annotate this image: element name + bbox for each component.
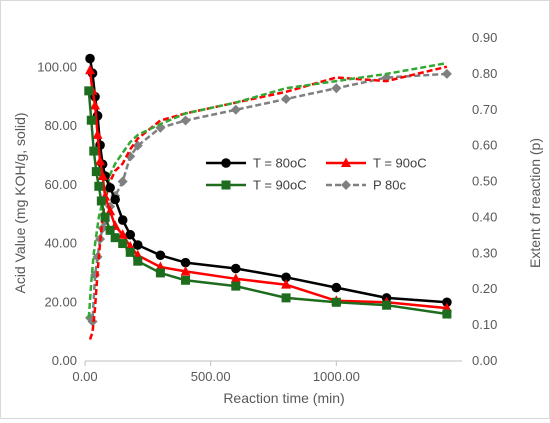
data-point: [96, 196, 106, 206]
data-point: [132, 140, 143, 151]
data-point: [110, 194, 120, 205]
data-point: [105, 182, 115, 193]
y2-tick-label: 0.90: [472, 30, 497, 45]
x-tick-label: 1000.00: [313, 369, 360, 384]
legend-swatch-marker: [341, 157, 351, 167]
y-tick-label: 20.00: [44, 294, 77, 309]
legend-swatch-marker: [221, 180, 231, 190]
data-point: [231, 281, 241, 291]
y-tick-label: 0.00: [52, 353, 77, 368]
x-axis-title: Reaction time (min): [223, 390, 344, 406]
data-point: [180, 257, 191, 268]
legend-label: T = 90oC: [253, 178, 307, 193]
data-point: [441, 68, 452, 79]
y2-tick-label: 0.20: [472, 281, 497, 296]
data-point: [155, 250, 166, 261]
data-point: [331, 282, 342, 293]
y2-tick-label: 0.60: [472, 138, 497, 153]
y2-tick-label: 0.30: [472, 245, 497, 260]
data-point: [331, 297, 341, 307]
data-point: [91, 167, 101, 177]
y-axis-title: Acid Value (mg KOH/g, solid): [12, 112, 28, 293]
data-point: [281, 272, 291, 283]
data-point: [442, 297, 452, 308]
data-point: [92, 129, 103, 139]
legend-item: T = 90oC: [206, 178, 307, 193]
data-point: [125, 151, 136, 162]
data-point: [85, 53, 95, 64]
y-tick-label: 100.00: [37, 59, 77, 74]
series-3: [85, 68, 452, 327]
series-line: [87, 61, 448, 318]
y2-tick-label: 0.50: [472, 174, 497, 189]
x-tick-label: 500.00: [191, 369, 231, 384]
y2-tick-label: 0.00: [472, 353, 497, 368]
legend-item: T = 90oC: [326, 156, 427, 171]
data-point: [230, 273, 241, 283]
data-point: [118, 239, 128, 249]
data-point: [89, 146, 99, 156]
data-point: [90, 100, 101, 110]
data-point: [117, 215, 128, 225]
data-point: [230, 104, 241, 115]
legend-label: T = 90oC: [373, 156, 427, 171]
y-tick-label: 80.00: [44, 118, 77, 133]
data-point: [125, 229, 136, 240]
data-point: [97, 170, 108, 181]
data-point: [100, 212, 110, 222]
y-tick-label: 40.00: [44, 236, 77, 251]
data-point: [442, 309, 452, 319]
legend-item: P 80c: [326, 178, 407, 193]
data-point: [95, 155, 106, 166]
x-tick-label: 0.00: [72, 369, 97, 384]
axes-layer: 0.00 500.00 1000.00 0.00 20.00 40.00 60.00 80.0…: [37, 30, 497, 384]
legend-label: P 80c: [373, 178, 407, 193]
series-line: [88, 65, 448, 340]
series-2: [84, 86, 452, 319]
series-5: [87, 61, 448, 318]
series-layer: [84, 53, 452, 340]
y2-axis-title: Extent of reaction (p): [527, 138, 543, 268]
legend-label: T = 80oC: [253, 156, 307, 171]
data-point: [94, 181, 104, 191]
data-point: [117, 229, 128, 239]
data-point: [86, 115, 96, 125]
series-line: [88, 72, 447, 323]
data-point: [281, 94, 292, 105]
series-4: [88, 65, 448, 340]
data-point: [180, 115, 191, 126]
data-point: [231, 263, 241, 274]
data-point: [382, 300, 392, 310]
data-point: [110, 233, 120, 243]
data-point: [105, 225, 115, 235]
data-point: [180, 265, 191, 276]
data-point: [85, 64, 96, 75]
data-point: [181, 275, 191, 285]
data-point: [281, 293, 291, 303]
data-point: [155, 268, 165, 278]
y2-tick-label: 0.70: [472, 102, 497, 117]
data-point: [132, 240, 143, 250]
data-point: [133, 256, 143, 266]
legend-swatch-marker: [221, 158, 231, 168]
data-point: [331, 83, 342, 94]
y2-tick-label: 0.80: [472, 66, 497, 81]
y2-tick-label: 0.10: [472, 317, 497, 332]
data-point: [125, 247, 135, 257]
data-point: [117, 176, 128, 187]
legend: T = 80oC T = 90oC T = 90oC P 80c: [206, 156, 427, 193]
y-tick-label: 60.00: [44, 177, 77, 192]
legend-item: T = 80oC: [206, 156, 307, 171]
y2-tick-label: 0.40: [472, 209, 497, 224]
data-point: [84, 86, 94, 96]
data-point: [281, 279, 292, 289]
legend-swatch-marker: [341, 180, 351, 190]
series-line: [87, 90, 448, 316]
